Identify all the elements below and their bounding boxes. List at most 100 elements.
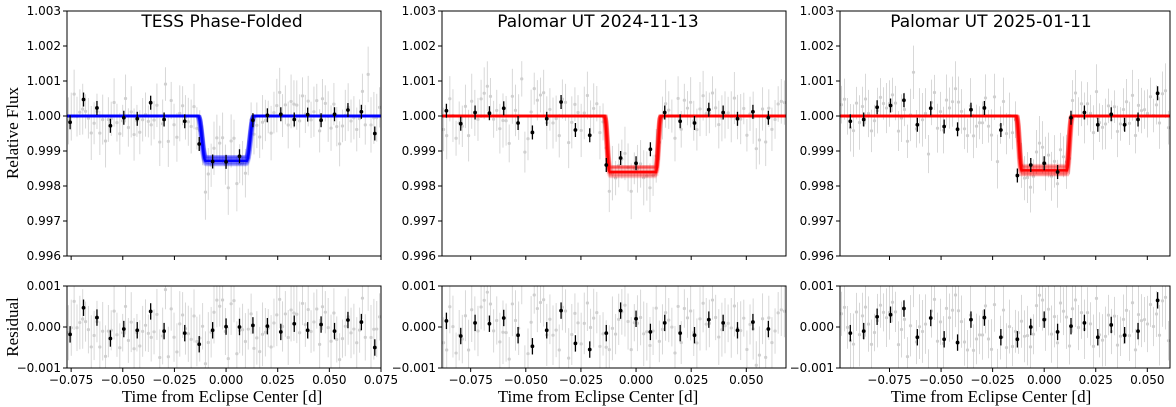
panel-palomar-2025-01-11: Palomar UT 2025-01-11 Time from Eclipse …: [890, 12, 1091, 406]
binned-point: [634, 161, 638, 166]
raw-point: [272, 321, 276, 325]
raw-point: [298, 119, 302, 123]
raw-point: [98, 345, 102, 349]
raw-point: [269, 131, 273, 135]
binned-point: [121, 115, 126, 120]
raw-point: [956, 100, 961, 104]
residual-point: [516, 333, 520, 338]
binned-point: [587, 133, 592, 138]
raw-point: [445, 348, 449, 352]
raw-point: [92, 121, 96, 125]
raw-point: [513, 108, 518, 112]
raw-point: [557, 134, 561, 138]
raw-point: [89, 131, 93, 135]
raw-point: [482, 91, 486, 95]
raw-point: [86, 116, 91, 120]
raw-point: [582, 321, 586, 325]
raw-point: [246, 327, 250, 331]
residual-point: [604, 331, 609, 336]
raw-point: [764, 140, 768, 144]
raw-point: [332, 311, 336, 315]
raw-point: [195, 126, 199, 130]
raw-point: [1058, 301, 1063, 305]
panel-tess: TESS Phase-Folded Time from Eclipse Cent…: [122, 12, 323, 406]
flux-y-tick-label: 1.000: [27, 109, 61, 123]
x-tick-label: −0.050: [101, 373, 145, 387]
raw-point: [989, 347, 994, 351]
raw-point: [1112, 105, 1117, 109]
raw-point: [103, 354, 108, 358]
residual-point: [735, 328, 740, 333]
raw-point: [748, 322, 752, 327]
residual-point: [346, 318, 350, 322]
raw-point: [292, 311, 296, 315]
flux-y-tick-label: 0.996: [402, 249, 436, 263]
raw-point: [454, 136, 458, 140]
raw-point: [1157, 121, 1162, 125]
raw-point: [295, 103, 299, 107]
raw-point: [235, 352, 239, 356]
raw-point: [654, 306, 658, 310]
residual-y-tick-label: −0.001: [17, 361, 61, 375]
raw-points-flux: [840, 45, 1170, 213]
raw-point: [175, 135, 179, 139]
raw-point: [598, 344, 602, 349]
raw-point: [1052, 159, 1057, 163]
raw-point: [218, 141, 222, 145]
raw-point: [460, 124, 464, 128]
raw-point: [1034, 150, 1039, 154]
raw-point: [579, 342, 583, 346]
raw-point: [935, 126, 940, 130]
residual-point: [251, 323, 255, 328]
binned-point: [861, 117, 866, 122]
raw-point: [642, 176, 646, 180]
raw-point: [206, 172, 210, 176]
binned-point: [721, 110, 726, 115]
panel-title: Palomar UT 2024-11-13: [497, 12, 698, 32]
residual-point: [648, 330, 653, 334]
residual-point: [372, 345, 377, 350]
binned-point: [1055, 170, 1060, 174]
raw-point: [729, 326, 733, 330]
raw-point: [899, 116, 904, 120]
raw-point: [280, 324, 285, 329]
raw-point: [840, 312, 844, 316]
raw-point: [352, 327, 356, 331]
raw-point: [857, 332, 862, 337]
raw-point: [178, 322, 182, 326]
raw-point: [657, 339, 661, 343]
raw-point: [585, 301, 590, 305]
raw-point: [664, 311, 668, 315]
raw-point: [363, 335, 367, 339]
binned-point: [648, 147, 653, 152]
raw-point: [1118, 122, 1123, 126]
raw-point: [869, 129, 874, 133]
residual-y-tick-label: 0.001: [800, 279, 834, 293]
residual-y-tick-label: 0.001: [402, 279, 436, 293]
raw-point: [1166, 126, 1170, 130]
raw-point: [632, 166, 636, 170]
raw-point: [513, 318, 518, 323]
raw-point: [203, 190, 208, 194]
raw-point: [123, 96, 128, 101]
raw-point: [278, 297, 282, 301]
residual-point: [902, 306, 906, 311]
raw-point: [126, 338, 130, 343]
binned-point: [197, 142, 202, 146]
residual-point: [861, 329, 866, 333]
raw-point: [501, 118, 505, 123]
binned-point: [1136, 117, 1140, 122]
raw-point: [950, 100, 955, 104]
raw-point: [158, 355, 162, 360]
raw-point: [132, 347, 136, 351]
raw-point: [714, 315, 718, 320]
raw-point: [1133, 133, 1138, 138]
binned-point: [1042, 161, 1047, 166]
residual-point: [135, 328, 140, 333]
raw-point: [377, 105, 381, 109]
raw-point: [1025, 333, 1030, 338]
raw-point: [523, 150, 527, 154]
residual-point: [942, 337, 947, 342]
flux-y-tick-label: 0.996: [800, 249, 834, 263]
raw-point: [318, 129, 322, 133]
